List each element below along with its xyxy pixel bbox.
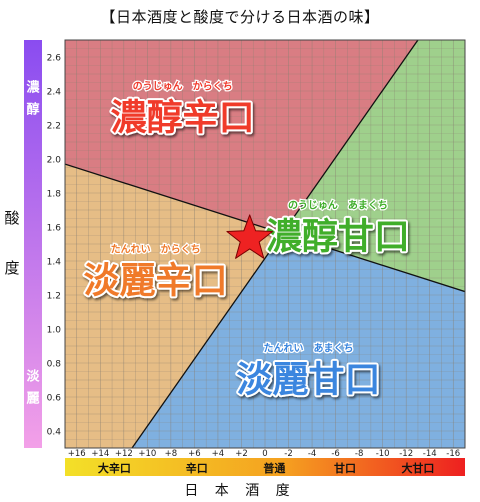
y-band-label: 濃醇 xyxy=(26,80,40,118)
x-tick-label: -2 xyxy=(284,449,292,459)
y-tick-label: 1.6 xyxy=(47,224,62,234)
x-tick-label: -10 xyxy=(376,449,390,459)
boundary-line-diagonal xyxy=(131,40,419,448)
x-tick-label: -12 xyxy=(399,449,413,459)
boundary-line-acidity xyxy=(65,163,465,293)
center-star xyxy=(226,214,273,259)
x-tick-label: +6 xyxy=(188,449,201,459)
region-light-sweet xyxy=(132,233,465,448)
region-name: 淡麗甘口 xyxy=(237,359,381,400)
x-tick-label: +10 xyxy=(138,449,156,459)
region-reading: のうじゅん からくち xyxy=(133,81,233,93)
x-tick-label: +14 xyxy=(91,449,109,459)
x-axis-title: 日 本 酒 度 xyxy=(184,483,296,499)
x-band-label: 大甘口 xyxy=(401,461,434,475)
y-tick-label: 2.2 xyxy=(47,122,61,132)
x-tick-label: -4 xyxy=(308,449,316,459)
y-tick-label: 2.6 xyxy=(47,54,62,64)
y-tick-label: 1.0 xyxy=(47,326,62,336)
x-tick-label: -6 xyxy=(331,449,339,459)
x-tick-label: +2 xyxy=(235,449,248,459)
x-tick-label: 0 xyxy=(262,449,267,459)
y-tick-label: 1.8 xyxy=(47,190,62,200)
y-tick-label: 2.0 xyxy=(47,156,62,166)
svg-text:淡: 淡 xyxy=(26,370,40,385)
x-tick-label: -8 xyxy=(355,449,363,459)
region-reading: たんれい あまくち xyxy=(264,341,354,354)
region-rich-sweet xyxy=(282,40,465,292)
region-name: 淡麗辛口 xyxy=(84,261,228,302)
x-band-label: 普通 xyxy=(263,461,285,475)
svg-text:醇: 醇 xyxy=(26,102,39,118)
page-title: 【日本酒度と酸度で分ける日本酒の味】 xyxy=(100,8,380,26)
y-axis-title-char-2: 度 xyxy=(4,259,20,277)
region-reading: たんれい からくち xyxy=(111,244,201,256)
y-tick-label: 0.8 xyxy=(47,360,62,370)
y-tick-label: 0.4 xyxy=(47,428,62,438)
region-reading: のうじゅん あまくち xyxy=(288,199,388,212)
x-tick-label: -14 xyxy=(423,449,437,459)
y-tick-label: 0.6 xyxy=(47,394,62,404)
plot-frame xyxy=(64,39,466,449)
x-band-label: 辛口 xyxy=(186,461,208,475)
x-tick-label: +4 xyxy=(212,449,225,459)
svg-text:濃: 濃 xyxy=(26,80,40,96)
x-tick-label: -16 xyxy=(446,449,460,459)
x-band-label: 大辛口 xyxy=(98,461,131,475)
y-tick-label: 1.4 xyxy=(47,258,62,268)
y-tick-label: 1.2 xyxy=(47,292,61,302)
region-light-dry xyxy=(65,164,283,448)
x-tick-label: +12 xyxy=(115,449,133,459)
y-band-label: 淡麗 xyxy=(26,370,40,407)
x-tick-label: +16 xyxy=(68,449,86,459)
acidity-color-bar xyxy=(24,40,42,448)
region-name: 濃醇甘口 xyxy=(266,217,410,258)
region-name: 濃醇辛口 xyxy=(111,98,255,139)
x-tick-label: +8 xyxy=(165,449,178,459)
y-tick-label: 2.4 xyxy=(47,88,62,98)
x-band-label: 甘口 xyxy=(334,461,356,475)
sake-meter-color-bar xyxy=(65,458,465,476)
y-axis-title-char-1: 酸 xyxy=(4,209,20,227)
svg-text:麗: 麗 xyxy=(26,392,39,407)
